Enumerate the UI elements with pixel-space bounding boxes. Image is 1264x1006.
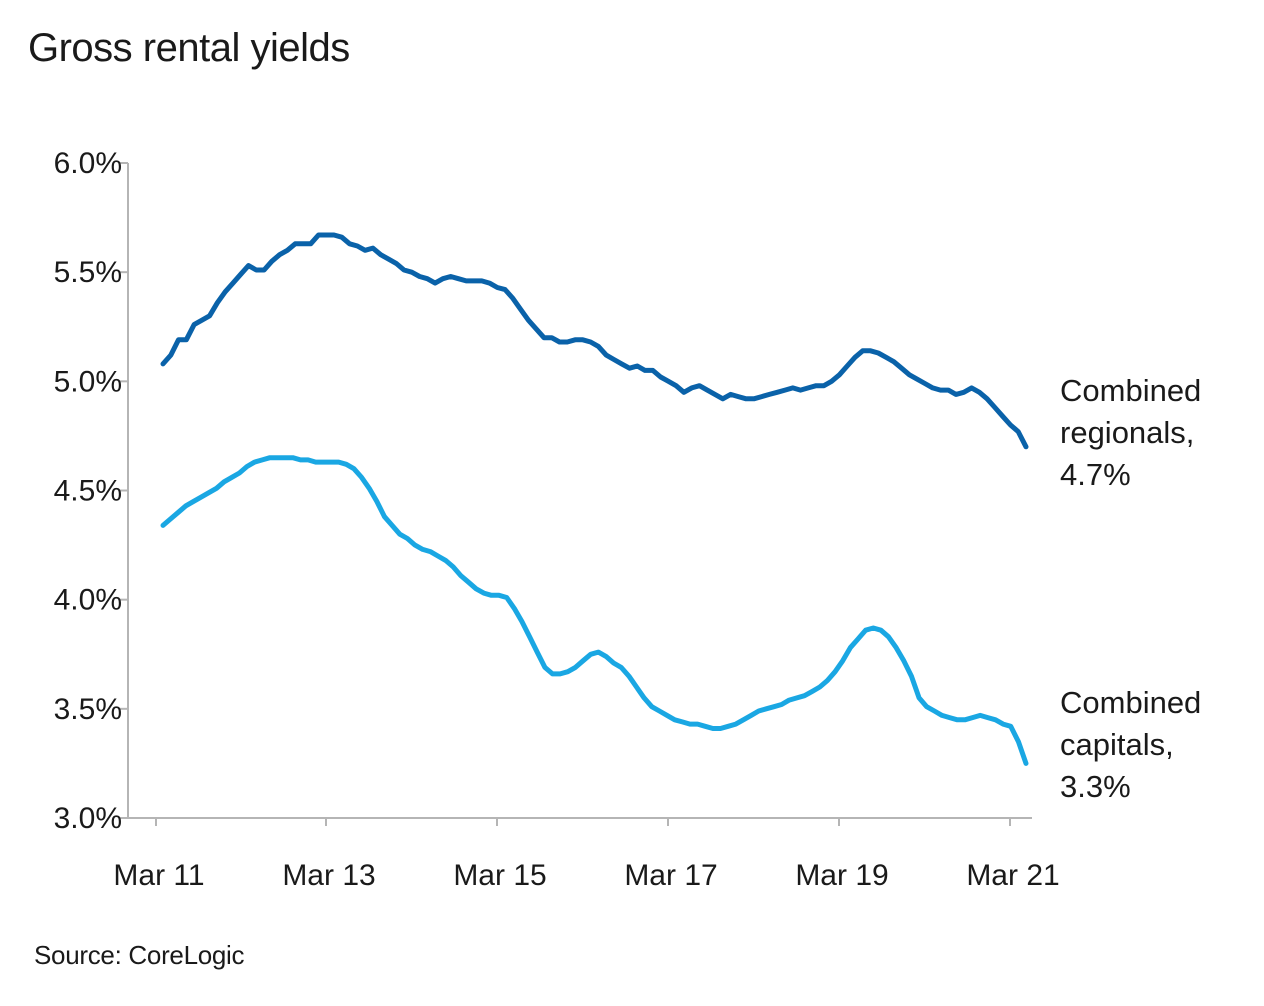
axes: 3.0% 3.5% 4.0% 4.5% 5.0% 5.5% 6.0% Mar 11 Mar 13… (54, 147, 1060, 892)
y-tick-label: 4.5% (54, 475, 122, 508)
x-tick-label: Mar 19 (795, 859, 888, 892)
chart-title: Gross rental yields (28, 26, 350, 70)
series-label-group: Combined regionals, 4.7% (1060, 373, 1201, 492)
series-line-combined-capitals (160, 455, 1029, 766)
series-end-value-label: 4.7% (1060, 457, 1131, 492)
chart-source: Source: CoreLogic (34, 940, 245, 970)
x-tick-label: Mar 13 (282, 859, 375, 892)
series-line-combined-regionals (160, 232, 1029, 450)
y-tick-label: 5.0% (54, 365, 122, 398)
x-tick-label: Mar 15 (453, 859, 546, 892)
series-label-group: Combined capitals, 3.3% (1060, 685, 1201, 804)
series-labels: Combined regionals, 4.7% Combined capitals, 3… (1060, 373, 1201, 804)
y-tick-label: 4.0% (54, 584, 122, 617)
series-end-value-label: 3.3% (1060, 769, 1131, 804)
series-name-label: Combined capitals, (1060, 685, 1201, 762)
series-lines (160, 232, 1029, 766)
x-tick-label: Mar 11 (113, 859, 204, 892)
y-tick-label: 6.0% (54, 147, 122, 180)
y-tick-label: 3.0% (54, 802, 122, 835)
x-tick-label: Mar 17 (624, 859, 717, 892)
y-tick-label: 5.5% (54, 256, 122, 289)
x-tick-label: Mar 21 (966, 859, 1059, 892)
y-tick-label: 3.5% (54, 693, 122, 726)
series-name-label: Combined regionals, (1060, 373, 1201, 450)
